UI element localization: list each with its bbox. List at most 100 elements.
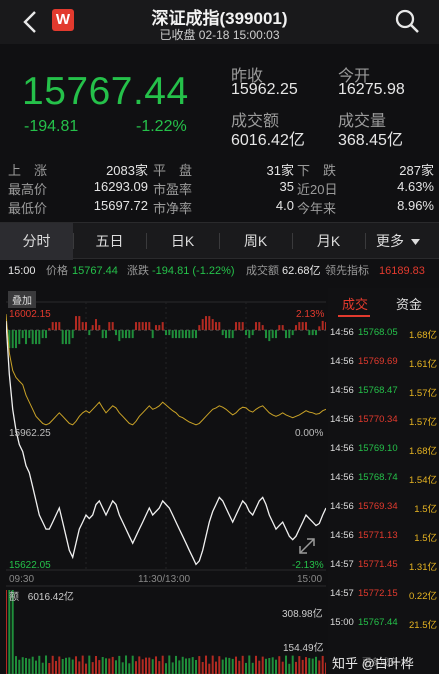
- volume-bar: [68, 657, 71, 674]
- amount-bar: [168, 330, 171, 336]
- stat-value: 4.0: [275, 198, 294, 213]
- volume-y-top: 308.98亿: [282, 609, 323, 620]
- volume-bar: [251, 662, 254, 674]
- tab-more-label: 更多: [376, 233, 405, 249]
- volume-bar: [255, 655, 257, 674]
- more-trades-link[interactable]: 更多成交: [362, 657, 399, 667]
- amount-bar: [315, 330, 317, 336]
- amount-value: 6016.42亿: [231, 132, 305, 149]
- volume-bar: [45, 655, 47, 674]
- market-status: 已收盘 02-18 15:00:03: [159, 28, 280, 42]
- volume-bar: [318, 660, 321, 674]
- amount-bar: [201, 319, 204, 331]
- amount-bar: [158, 325, 161, 331]
- x-label-mid: 11:30/13:00: [138, 574, 191, 585]
- volume-bar: [95, 656, 97, 674]
- amount-bar: [308, 330, 311, 336]
- tab-monthly-k[interactable]: 月K: [316, 233, 341, 249]
- tab-daily-k[interactable]: 日K: [170, 233, 195, 249]
- volume-bar: [315, 656, 317, 674]
- trade-price: 15768.74: [358, 472, 398, 483]
- volume-bar: [85, 663, 87, 674]
- crosshair-info-bar: 15:00 价格 15767.44 涨跌 -194.81 (-1.22%) 成交…: [0, 259, 439, 284]
- y-label-bottom-pct: -2.13%: [292, 560, 324, 571]
- amount-bar: [298, 322, 301, 331]
- trade-time: 14:56: [330, 530, 354, 541]
- volume-bar: [161, 655, 164, 674]
- amount-label: 成交额: [231, 113, 280, 130]
- volume-bar: [115, 660, 117, 674]
- trade-time: 14:56: [330, 327, 354, 338]
- amount-bar: [78, 316, 81, 331]
- volume-bar: [268, 658, 271, 674]
- app-logo[interactable]: W: [52, 9, 74, 31]
- volume-bar: [188, 658, 191, 674]
- current-price: 15767.44: [22, 70, 189, 113]
- search-icon[interactable]: [392, 6, 422, 36]
- info-time: 15:00: [8, 265, 36, 277]
- volume-y-mid: 154.49亿: [283, 643, 324, 654]
- info-lead-label: 领先指标: [325, 265, 369, 277]
- trade-amount: 1.61亿: [409, 359, 437, 370]
- tab-funds[interactable]: 资金: [396, 297, 423, 312]
- tab-trades[interactable]: 成交: [342, 297, 369, 312]
- amount-bar: [235, 322, 237, 331]
- overlay-tag[interactable]: 叠加: [8, 291, 36, 308]
- info-price-label: 价格: [46, 265, 68, 277]
- expand-icon[interactable]: [296, 535, 318, 557]
- tab-weekly-k[interactable]: 周K: [243, 233, 268, 249]
- trade-price: 15769.10: [358, 443, 398, 454]
- volume-bar: [248, 655, 251, 674]
- volume-bar: [165, 663, 167, 674]
- amount-bar: [125, 330, 127, 339]
- trade-row: 14:57 15771.45 1.31亿: [328, 550, 439, 578]
- volume-bar: [171, 662, 174, 674]
- volume-bar: [81, 655, 84, 674]
- volume-bar: [61, 659, 64, 674]
- volume-value: 368.45亿: [338, 132, 403, 149]
- stat-value: 15697.72: [93, 198, 148, 213]
- volume-bar: [5, 590, 7, 674]
- trade-panel-tabs: 成交 资金: [328, 288, 439, 318]
- x-label-start: 09:30: [9, 574, 35, 585]
- stat-label: 下 跌: [297, 163, 337, 178]
- open-label: 今开: [338, 68, 371, 85]
- amount-bar: [145, 322, 147, 331]
- volume-bar: [151, 659, 154, 674]
- tab-divider: [73, 233, 74, 249]
- stat-label: 最低价: [8, 201, 48, 216]
- info-amount-label: 成交额: [246, 265, 279, 277]
- volume-bar: [155, 656, 157, 674]
- tab-five-day[interactable]: 五日: [95, 233, 124, 249]
- trade-price: 15767.44: [358, 617, 398, 628]
- stat-value: 4.63%: [397, 179, 434, 194]
- volume-bar: [88, 655, 91, 674]
- amount-bar: [31, 330, 34, 345]
- amount-bar: [58, 322, 61, 331]
- amount-bar: [101, 330, 104, 339]
- intraday-chart[interactable]: 叠加 16002.15 2.13% 15962.25 0.00% 15622.0…: [5, 288, 327, 674]
- volume-bar: [205, 655, 207, 674]
- volume-bar: [285, 655, 287, 674]
- trade-amount: 1.68亿: [409, 446, 437, 457]
- amount-bar: [238, 322, 241, 331]
- volume-bar: [128, 663, 131, 674]
- info-change-label: 涨跌: [127, 265, 149, 277]
- tab-intraday[interactable]: 分时: [0, 223, 73, 260]
- amount-bar: [25, 330, 27, 345]
- amount-bar: [128, 330, 131, 339]
- chevron-left-icon[interactable]: [16, 8, 46, 36]
- amount-bar: [138, 322, 141, 331]
- volume-bar: [98, 660, 101, 674]
- volume-bar: [178, 660, 181, 674]
- volume-bar: [235, 656, 237, 674]
- stat-label: 最高价: [8, 182, 48, 197]
- volume-bar: [198, 656, 201, 674]
- trade-time: 15:00: [330, 617, 354, 628]
- trade-time: 14:56: [330, 385, 354, 396]
- amount-bar: [215, 322, 217, 331]
- tab-more[interactable]: 更多: [365, 223, 431, 260]
- stat-label: 市净率: [153, 201, 193, 216]
- volume-bar: [168, 655, 171, 674]
- amount-bar: [311, 330, 314, 336]
